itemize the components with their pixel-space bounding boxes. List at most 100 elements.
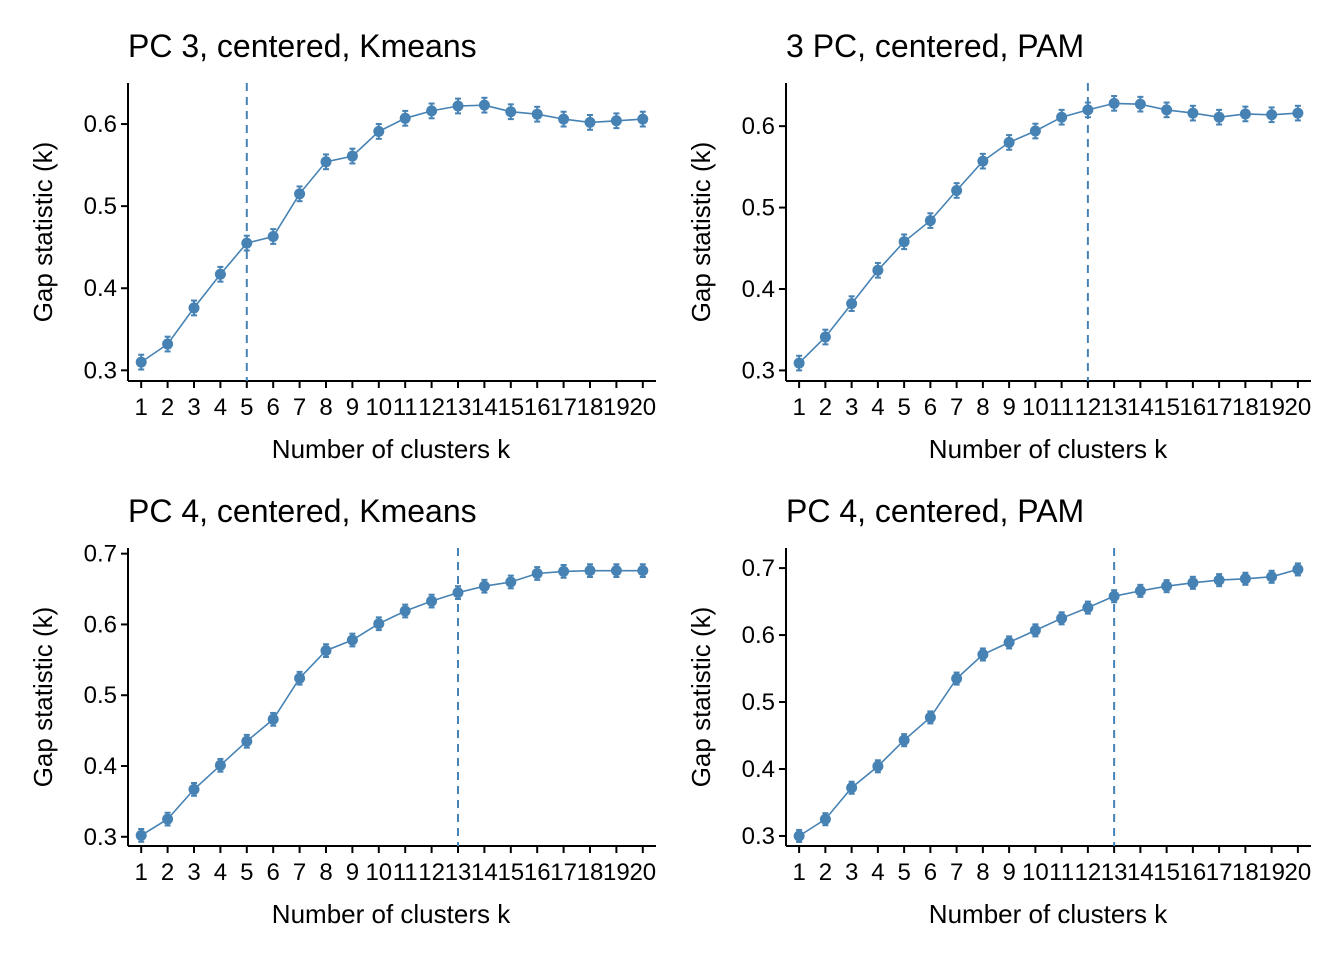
- x-tick-label: 7: [950, 394, 963, 421]
- y-tick-label: 0.7: [84, 541, 117, 568]
- x-tick-label: 12: [418, 394, 445, 421]
- y-tick-label: 0.4: [742, 276, 775, 303]
- data-point: [1134, 585, 1146, 597]
- data-point: [267, 231, 279, 243]
- data-point: [1239, 573, 1251, 585]
- x-tick-label: 17: [1206, 394, 1233, 421]
- x-tick-label: 20: [1285, 394, 1312, 421]
- data-point: [558, 113, 570, 125]
- x-tick-label: 3: [845, 394, 858, 421]
- x-tick-label: 3: [187, 859, 200, 886]
- data-point: [214, 759, 226, 771]
- x-tick-label: 14: [1127, 859, 1154, 886]
- x-tick-label: 12: [1075, 859, 1102, 886]
- x-tick-label: 20: [629, 859, 656, 886]
- data-point: [1266, 109, 1278, 121]
- data-point: [1056, 612, 1068, 624]
- x-tick-label: 8: [976, 394, 989, 421]
- data-point: [637, 113, 649, 125]
- x-tick-label: 5: [240, 859, 253, 886]
- data-point: [951, 184, 963, 196]
- chart-title: PC 3, centered, Kmeans: [128, 28, 477, 64]
- x-tick-label: 13: [445, 394, 472, 421]
- x-tick-label: 6: [267, 859, 280, 886]
- data-point: [637, 565, 649, 577]
- data-point: [1266, 571, 1278, 583]
- y-tick-label: 0.3: [742, 357, 775, 384]
- data-point: [846, 298, 858, 310]
- x-tick-label: 12: [418, 859, 445, 886]
- data-point: [531, 567, 543, 579]
- data-point: [241, 735, 253, 747]
- y-tick-label: 0.5: [742, 689, 775, 716]
- data-point: [162, 338, 174, 350]
- data-point: [977, 648, 989, 660]
- data-point: [294, 672, 306, 684]
- data-point: [188, 302, 200, 314]
- data-point: [872, 264, 884, 276]
- x-tick-label: 20: [629, 394, 656, 421]
- y-axis-title: Gap statistic (k): [686, 607, 716, 788]
- data-point: [1029, 624, 1041, 636]
- data-point: [1213, 574, 1225, 586]
- x-tick-label: 9: [1002, 859, 1015, 886]
- data-point: [452, 100, 464, 112]
- x-tick-label: 16: [1180, 394, 1207, 421]
- x-tick-label: 2: [161, 859, 174, 886]
- x-tick-label: 11: [1049, 394, 1074, 421]
- x-tick-label: 12: [1075, 394, 1102, 421]
- x-tick-label: 18: [1232, 859, 1259, 886]
- x-tick-label: 5: [897, 394, 910, 421]
- x-tick-label: 15: [1153, 859, 1180, 886]
- data-point: [819, 813, 831, 825]
- x-axis-title: Number of clusters k: [272, 434, 511, 464]
- y-tick-label: 0.3: [84, 824, 117, 851]
- data-point: [1082, 104, 1094, 116]
- data-point: [1161, 580, 1173, 592]
- data-point: [1187, 577, 1199, 589]
- data-point: [1029, 125, 1041, 137]
- data-point: [1187, 107, 1199, 119]
- data-point: [320, 645, 332, 657]
- x-tick-label: 5: [897, 859, 910, 886]
- x-tick-label: 1: [792, 859, 805, 886]
- data-point: [267, 713, 279, 725]
- y-tick-label: 0.4: [84, 275, 117, 302]
- data-point: [793, 830, 805, 842]
- data-point: [373, 618, 385, 630]
- x-tick-label: 19: [603, 394, 630, 421]
- y-axis-title: Gap statistic (k): [28, 142, 58, 323]
- y-tick-label: 0.6: [84, 111, 117, 138]
- data-point: [373, 125, 385, 137]
- y-tick-label: 0.6: [84, 611, 117, 638]
- x-tick-label: 3: [845, 859, 858, 886]
- data-point: [452, 587, 464, 599]
- y-tick-label: 0.3: [742, 823, 775, 850]
- y-tick-label: 0.5: [84, 682, 117, 709]
- x-tick-label: 13: [1101, 859, 1128, 886]
- x-axis-title: Number of clusters k: [929, 899, 1168, 929]
- x-tick-label: 4: [871, 394, 884, 421]
- x-tick-label: 17: [550, 859, 577, 886]
- x-tick-label: 6: [267, 394, 280, 421]
- x-tick-label: 14: [471, 394, 498, 421]
- x-tick-label: 18: [577, 394, 604, 421]
- data-point: [1108, 590, 1120, 602]
- data-point: [214, 268, 226, 280]
- data-point: [558, 565, 570, 577]
- x-tick-label: 4: [871, 859, 884, 886]
- chart-title: PC 4, centered, Kmeans: [128, 493, 477, 529]
- y-tick-label: 0.6: [742, 113, 775, 140]
- data-point: [399, 112, 411, 124]
- y-tick-label: 0.3: [84, 357, 117, 384]
- data-point: [584, 116, 596, 128]
- series-line: [140, 104, 643, 363]
- data-point: [478, 580, 490, 592]
- x-tick-label: 4: [214, 394, 227, 421]
- x-axis-title: Number of clusters k: [272, 899, 511, 929]
